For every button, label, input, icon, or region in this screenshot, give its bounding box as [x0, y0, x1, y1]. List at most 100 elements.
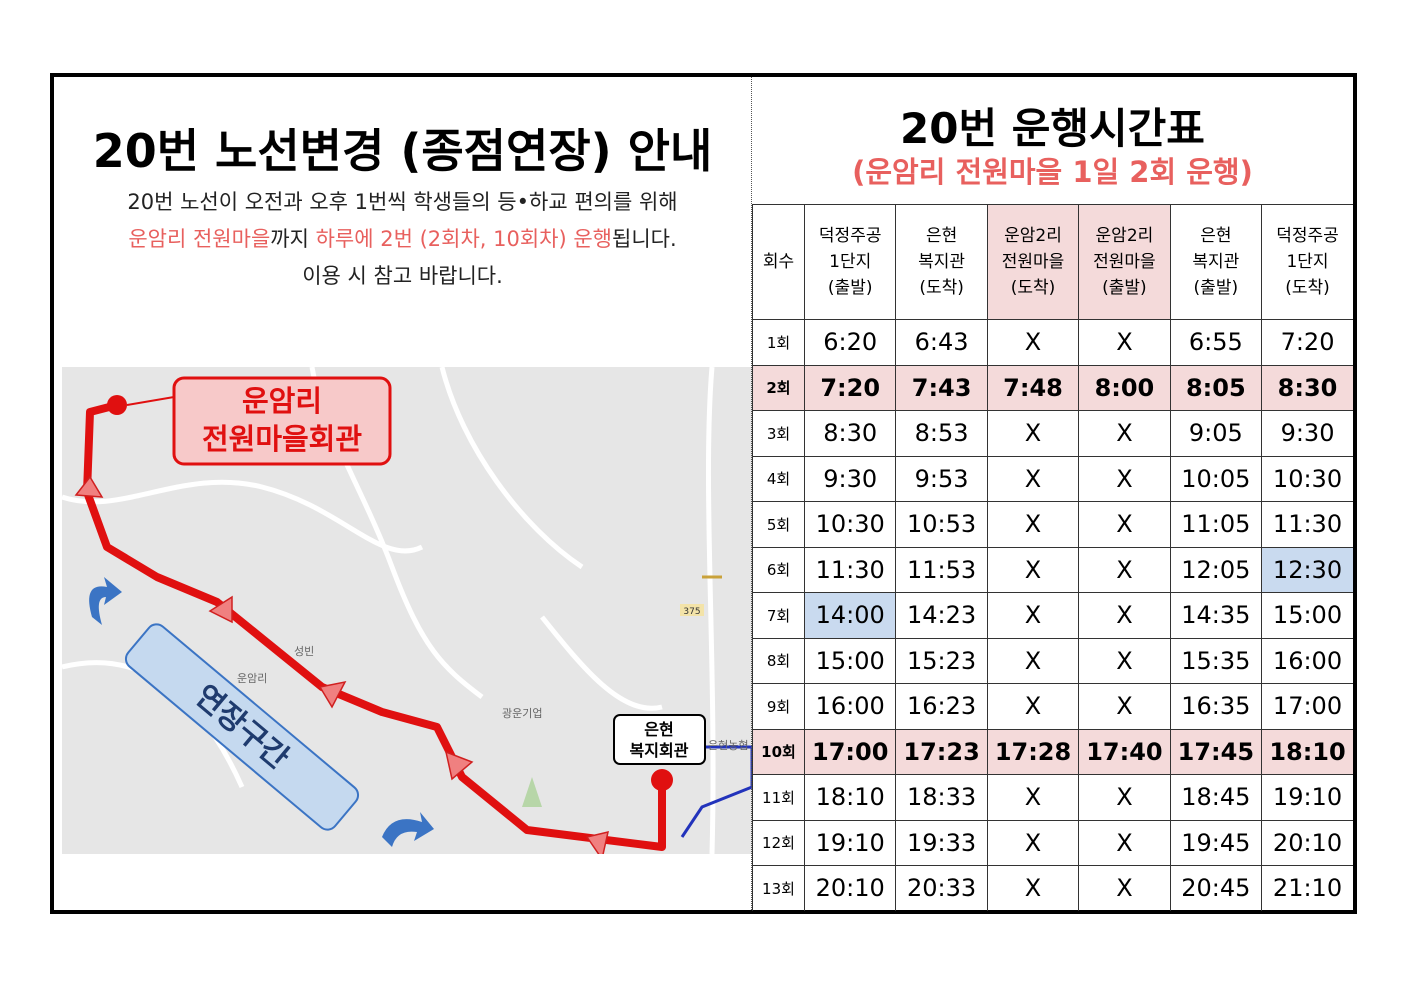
- trip-number: 5회: [752, 501, 805, 548]
- turn-arrow: [89, 577, 122, 625]
- time-cell: 20:45: [1169, 865, 1263, 911]
- header-cell: 덕정주공 1단지 (도착): [1261, 204, 1353, 320]
- time-cell: 15:35: [1169, 637, 1263, 684]
- time-cell: X: [1078, 683, 1171, 730]
- time-cell: 8:05: [1169, 364, 1263, 411]
- callout-text: 운암리: [242, 384, 322, 418]
- time-cell: 19:10: [1261, 774, 1353, 821]
- header-cell: 운암2리 전원마을 (도착): [986, 204, 1080, 320]
- existing-route: [680, 745, 752, 838]
- time-cell: 10:05: [1169, 455, 1263, 502]
- trip-number: 7회: [752, 592, 805, 639]
- time-cell: 7:20: [1261, 319, 1353, 366]
- time-cell: X: [1078, 865, 1171, 911]
- time-cell: 15:00: [803, 637, 897, 684]
- timetable-row: 2회 7:20 7:43 7:48 8:00 8:05 8:30: [752, 364, 1353, 411]
- time-cell: 19:45: [1169, 819, 1263, 866]
- time-cell: X: [1078, 637, 1171, 684]
- notice-title: 20번 노선변경 (종점연장) 안내: [92, 124, 713, 178]
- time-cell: X: [1078, 319, 1171, 366]
- park: [522, 777, 542, 807]
- time-cell: 6:20: [803, 319, 897, 366]
- trip-number: 9회: [752, 683, 805, 730]
- time-cell: X: [986, 501, 1080, 548]
- place-labels: 운암리 광운기업 375 성빈 은현농협: [237, 604, 748, 752]
- timetable-row: 11회 18:10 18:33 X X 18:45 19:10: [752, 774, 1353, 821]
- route-map: 연장구간 운암리 전원마을회관 은현 복지회관 운암리 광운기업 375 성빈 …: [62, 367, 752, 854]
- desc-line: 운암리 전원마을까지 하루에 2번 (2회차, 10회차) 운행됩니다.: [54, 221, 751, 258]
- trip-number: 3회: [752, 410, 805, 457]
- time-cell: 6:55: [1169, 319, 1263, 366]
- time-cell: X: [1078, 774, 1171, 821]
- callout-pointer: [126, 396, 175, 406]
- timetable-row: 7회 14:00 14:23 X X 14:35 15:00: [752, 592, 1353, 639]
- time-cell: 7:48: [986, 364, 1080, 411]
- timetable-row: 6회 11:30 11:53 X X 12:05 12:30: [752, 546, 1353, 593]
- header-cell: 은현 복지관 (출발): [1169, 204, 1263, 320]
- header-cell: 회수: [752, 204, 805, 320]
- timetable-row: 10회 17:00 17:23 17:28 17:40 17:45 18:10: [752, 728, 1353, 775]
- desc-text: 이용 시 참고 바랍니다.: [302, 264, 503, 288]
- time-cell: 18:45: [1169, 774, 1263, 821]
- time-cell: X: [1078, 546, 1171, 593]
- timetable-row: 5회 10:30 10:53 X X 11:05 11:30: [752, 501, 1353, 548]
- timetable-title: 20번 운행시간표: [900, 104, 1205, 153]
- time-cell: X: [1078, 410, 1171, 457]
- time-cell: X: [986, 865, 1080, 911]
- time-cell: 12:30: [1261, 546, 1353, 593]
- time-cell: 14:23: [895, 592, 988, 639]
- time-cell: X: [986, 592, 1080, 639]
- place-label: 성빈: [294, 645, 314, 658]
- desc-text: 됩니다.: [612, 227, 677, 251]
- timetable-row: 3회 8:30 8:53 X X 9:05 9:30: [752, 410, 1353, 457]
- header-cell: 덕정주공 1단지 (출발): [803, 204, 897, 320]
- stop-box: [613, 714, 706, 765]
- time-cell: 16:23: [895, 683, 988, 730]
- time-cell: 6:43: [895, 319, 988, 366]
- trip-number: 11회: [752, 774, 805, 821]
- time-cell: 16:00: [1261, 637, 1353, 684]
- terminal-dot: [107, 395, 127, 415]
- time-cell: X: [986, 455, 1080, 502]
- time-cell: X: [986, 546, 1080, 593]
- time-cell: 17:40: [1078, 728, 1171, 775]
- time-cell: 17:23: [895, 728, 988, 775]
- time-cell: 10:30: [803, 501, 897, 548]
- timetable-row: 13회 20:10 20:33 X X 20:45 21:10: [752, 865, 1353, 911]
- time-cell: 15:23: [895, 637, 988, 684]
- time-cell: X: [986, 774, 1080, 821]
- time-cell: 14:00: [803, 592, 897, 639]
- header-row: 회수 덕정주공 1단지 (출발) 은현 복지관 (도착) 운암2리 전원마을 (도착)…: [752, 204, 1353, 320]
- route-shield: [680, 604, 704, 616]
- notice-frame: 20번 노선변경 (종점연장) 안내 20번 노선이 오전과 오후 1번씩 학생…: [50, 73, 1357, 914]
- time-cell: 17:00: [1261, 683, 1353, 730]
- time-cell: 20:10: [1261, 819, 1353, 866]
- time-cell: X: [986, 637, 1080, 684]
- desc-text: 까지: [270, 227, 316, 251]
- time-cell: 8:00: [1078, 364, 1171, 411]
- time-cell: 16:35: [1169, 683, 1263, 730]
- trip-number: 8회: [752, 637, 805, 684]
- time-cell: 12:05: [1169, 546, 1263, 593]
- desc-line: 이용 시 참고 바랍니다.: [54, 258, 751, 295]
- place-label: 운암리: [237, 672, 267, 685]
- desc-text: 20번 노선이 오전과 오후 1번씩 학생들의 등•하교 편의를 위해: [127, 190, 678, 214]
- header-cell: 운암2리 전원마을 (출발): [1078, 204, 1171, 320]
- timetable-row: 1회 6:20 6:43 X X 6:55 7:20: [752, 319, 1353, 366]
- time-cell: X: [986, 819, 1080, 866]
- time-cell: 7:20: [803, 364, 897, 411]
- notice-description: 20번 노선이 오전과 오후 1번씩 학생들의 등•하교 편의를 위해 운암리 …: [54, 184, 751, 295]
- time-cell: X: [1078, 501, 1171, 548]
- time-cell: 19:10: [803, 819, 897, 866]
- trip-number: 4회: [752, 455, 805, 502]
- time-cell: 9:30: [803, 455, 897, 502]
- time-cell: 8:30: [1261, 364, 1353, 411]
- time-cell: 18:10: [803, 774, 897, 821]
- time-cell: X: [1078, 592, 1171, 639]
- place-label: 광운기업: [502, 707, 542, 720]
- time-cell: X: [986, 410, 1080, 457]
- time-cell: 10:53: [895, 501, 988, 548]
- trip-number: 10회: [752, 728, 805, 775]
- desc-highlight: 하루에 2번 (2회차, 10회차) 운행: [315, 227, 612, 251]
